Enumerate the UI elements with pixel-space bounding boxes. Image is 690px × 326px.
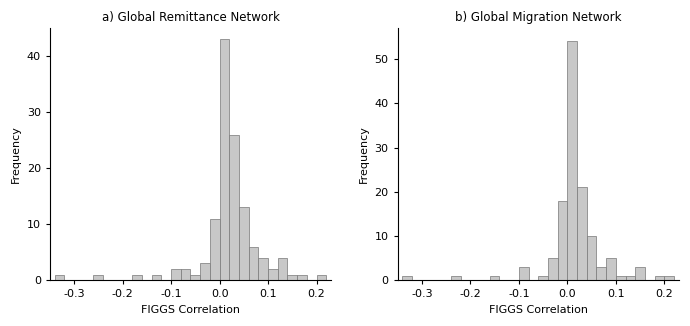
Bar — [248, 247, 258, 280]
X-axis label: FIGGS Correlation: FIGGS Correlation — [489, 305, 588, 315]
Bar — [93, 275, 104, 280]
Y-axis label: Frequency: Frequency — [11, 125, 21, 183]
Bar — [297, 275, 307, 280]
Bar — [606, 258, 616, 280]
Bar — [655, 276, 664, 280]
Bar — [55, 275, 64, 280]
Bar — [229, 135, 239, 280]
Bar — [278, 258, 288, 280]
Bar — [635, 267, 645, 280]
Bar — [268, 269, 278, 280]
Bar — [616, 276, 626, 280]
Bar — [548, 258, 558, 280]
Bar — [664, 276, 674, 280]
Y-axis label: Frequency: Frequency — [359, 125, 369, 183]
Bar — [402, 276, 412, 280]
Title: a) Global Remittance Network: a) Global Remittance Network — [101, 11, 279, 24]
Bar — [219, 39, 229, 280]
Bar — [152, 275, 161, 280]
Bar — [586, 236, 596, 280]
Bar — [626, 276, 635, 280]
Bar — [288, 275, 297, 280]
Bar — [519, 267, 529, 280]
Bar — [317, 275, 326, 280]
Bar — [210, 219, 219, 280]
Title: b) Global Migration Network: b) Global Migration Network — [455, 11, 622, 24]
Bar — [538, 276, 548, 280]
Bar — [577, 187, 586, 280]
Bar — [451, 276, 461, 280]
Bar — [171, 269, 181, 280]
Bar — [567, 41, 577, 280]
X-axis label: FIGGS Correlation: FIGGS Correlation — [141, 305, 240, 315]
Bar — [596, 267, 606, 280]
Bar — [258, 258, 268, 280]
Bar — [490, 276, 500, 280]
Bar — [132, 275, 142, 280]
Bar — [190, 275, 200, 280]
Bar — [239, 207, 248, 280]
Bar — [200, 263, 210, 280]
Bar — [558, 200, 567, 280]
Bar — [181, 269, 190, 280]
